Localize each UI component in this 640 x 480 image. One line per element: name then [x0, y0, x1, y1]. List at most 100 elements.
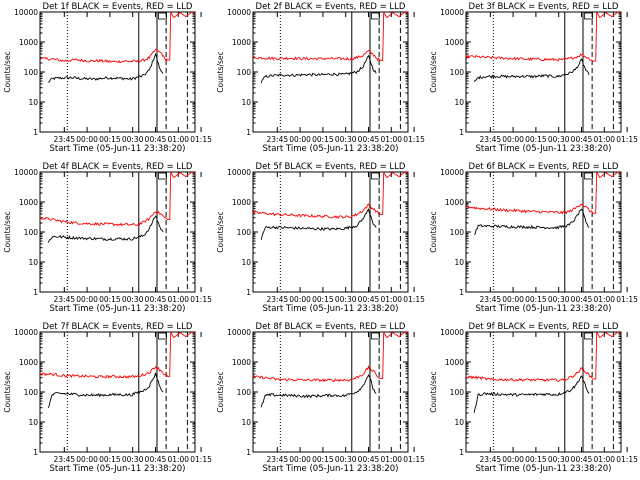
- x-tick-label: 01:00: [380, 455, 402, 464]
- x-tick-label: 01:15: [616, 295, 638, 304]
- panel-title: Det 1f BLACK = Events, RED = LLD: [43, 2, 193, 12]
- y-tick-label: 1: [459, 288, 464, 297]
- plot-frame: [252, 11, 409, 133]
- state-box: [371, 332, 380, 340]
- x-tick-label: 01:00: [167, 295, 189, 304]
- y-tick-label: 10000: [440, 328, 464, 337]
- y-tick-label: 10000: [440, 8, 464, 17]
- y-axis-label: Counts/sec: [429, 371, 438, 412]
- x-tick-label: 00:00: [76, 295, 98, 304]
- y-tick-label: 1000: [232, 38, 251, 47]
- y-tick-label: 100: [237, 68, 252, 77]
- events-series-line: [48, 52, 164, 83]
- y-tick-label: 10000: [14, 328, 38, 337]
- y-tick-label: 1000: [19, 38, 38, 47]
- state-box: [371, 12, 380, 20]
- y-axis-label: Counts/sec: [216, 211, 225, 252]
- x-tick-label: 23:45: [267, 295, 289, 304]
- detector-panel: Det 5f BLACK = Events, RED = LLD Counts/s…: [216, 162, 425, 314]
- y-tick-label: 100: [24, 388, 39, 397]
- lld-series-line: [253, 332, 408, 383]
- x-tick-label: 23:45: [480, 135, 502, 144]
- x-tick-label: 00:00: [289, 455, 311, 464]
- y-tick-label: 1000: [232, 198, 251, 207]
- events-series-line: [47, 372, 164, 408]
- lld-series-line: [466, 172, 621, 215]
- plot-frame: [39, 171, 196, 293]
- x-tick-label: 00:00: [502, 455, 524, 464]
- lld-series-line: [466, 12, 621, 62]
- x-tick-label: 00:15: [525, 135, 547, 144]
- x-tick-label: 00:45: [571, 295, 593, 304]
- x-tick-label: 00:30: [122, 455, 144, 464]
- x-tick-label: 00:30: [122, 295, 144, 304]
- detector-panel: Det 8f BLACK = Events, RED = LLD Counts/s…: [216, 322, 425, 474]
- x-tick-label: 00:30: [335, 295, 357, 304]
- x-tick-label: 00:45: [358, 135, 380, 144]
- x-tick-label: 01:00: [380, 135, 402, 144]
- x-tick-label: 00:15: [99, 135, 121, 144]
- state-box: [584, 172, 593, 180]
- x-tick-label: 00:00: [502, 135, 524, 144]
- x-tick-label: 01:15: [616, 135, 638, 144]
- x-tick-label: 00:45: [571, 135, 593, 144]
- panel-title: Det 3f BLACK = Events, RED = LLD: [469, 2, 619, 12]
- x-tick-label: 23:45: [54, 295, 76, 304]
- y-tick-label: 10000: [227, 328, 251, 337]
- y-tick-label: 10: [454, 98, 464, 107]
- detector-panel: Det 3f BLACK = Events, RED = LLD Counts/s…: [429, 2, 638, 154]
- plot-frame: [252, 331, 409, 453]
- x-tick-label: 00:00: [502, 295, 524, 304]
- x-tick-label: 00:45: [358, 295, 380, 304]
- y-tick-label: 100: [237, 388, 252, 397]
- state-box: [158, 12, 167, 20]
- y-tick-label: 1000: [445, 358, 464, 367]
- x-axis-label: Start Time (05-Jun-11 23:38:20): [263, 304, 399, 314]
- events-series-line: [260, 208, 377, 240]
- x-axis-label: Start Time (05-Jun-11 23:38:20): [50, 144, 186, 154]
- lld-series-line: [253, 172, 408, 219]
- plot-frame: [39, 331, 196, 453]
- panel-title: Det 7f BLACK = Events, RED = LLD: [43, 322, 193, 332]
- x-tick-label: 00:00: [76, 135, 98, 144]
- y-axis-label: Counts/sec: [429, 51, 438, 92]
- x-tick-label: 00:00: [289, 295, 311, 304]
- x-tick-label: 00:15: [312, 135, 334, 144]
- y-tick-label: 10000: [440, 168, 464, 177]
- events-series-line: [260, 374, 377, 408]
- y-tick-label: 10: [241, 418, 251, 427]
- y-tick-label: 10: [28, 98, 38, 107]
- y-tick-label: 10000: [14, 8, 38, 17]
- x-tick-label: 23:45: [267, 455, 289, 464]
- y-tick-label: 1: [33, 288, 38, 297]
- x-tick-label: 01:15: [190, 135, 212, 144]
- y-tick-label: 10: [241, 98, 251, 107]
- x-tick-label: 00:45: [358, 455, 380, 464]
- x-tick-label: 23:45: [54, 135, 76, 144]
- y-axis-label: Counts/sec: [216, 371, 225, 412]
- y-tick-label: 100: [450, 388, 465, 397]
- y-tick-label: 10: [241, 258, 251, 267]
- y-tick-label: 1: [246, 288, 251, 297]
- x-tick-label: 01:15: [403, 295, 425, 304]
- plot-frame: [465, 331, 622, 453]
- detector-panel: Det 7f BLACK = Events, RED = LLD Counts/s…: [3, 322, 212, 474]
- x-tick-label: 00:00: [289, 135, 311, 144]
- x-tick-label: 00:15: [99, 455, 121, 464]
- y-tick-label: 100: [450, 68, 465, 77]
- x-tick-label: 01:15: [616, 455, 638, 464]
- y-tick-label: 1: [33, 128, 38, 137]
- x-tick-label: 01:00: [167, 135, 189, 144]
- detector-panel: Det 1f BLACK = Events, RED = LLD Counts/s…: [3, 2, 212, 154]
- state-box: [371, 172, 380, 180]
- events-series-line: [47, 215, 164, 243]
- y-tick-label: 10: [454, 418, 464, 427]
- x-axis-label: Start Time (05-Jun-11 23:38:20): [476, 304, 612, 314]
- panel-title: Det 4f BLACK = Events, RED = LLD: [43, 162, 193, 172]
- y-axis-label: Counts/sec: [429, 211, 438, 252]
- x-tick-label: 00:30: [335, 135, 357, 144]
- y-tick-label: 1000: [445, 198, 464, 207]
- y-tick-label: 1: [459, 128, 464, 137]
- x-tick-label: 00:45: [145, 295, 167, 304]
- y-tick-label: 1000: [445, 38, 464, 47]
